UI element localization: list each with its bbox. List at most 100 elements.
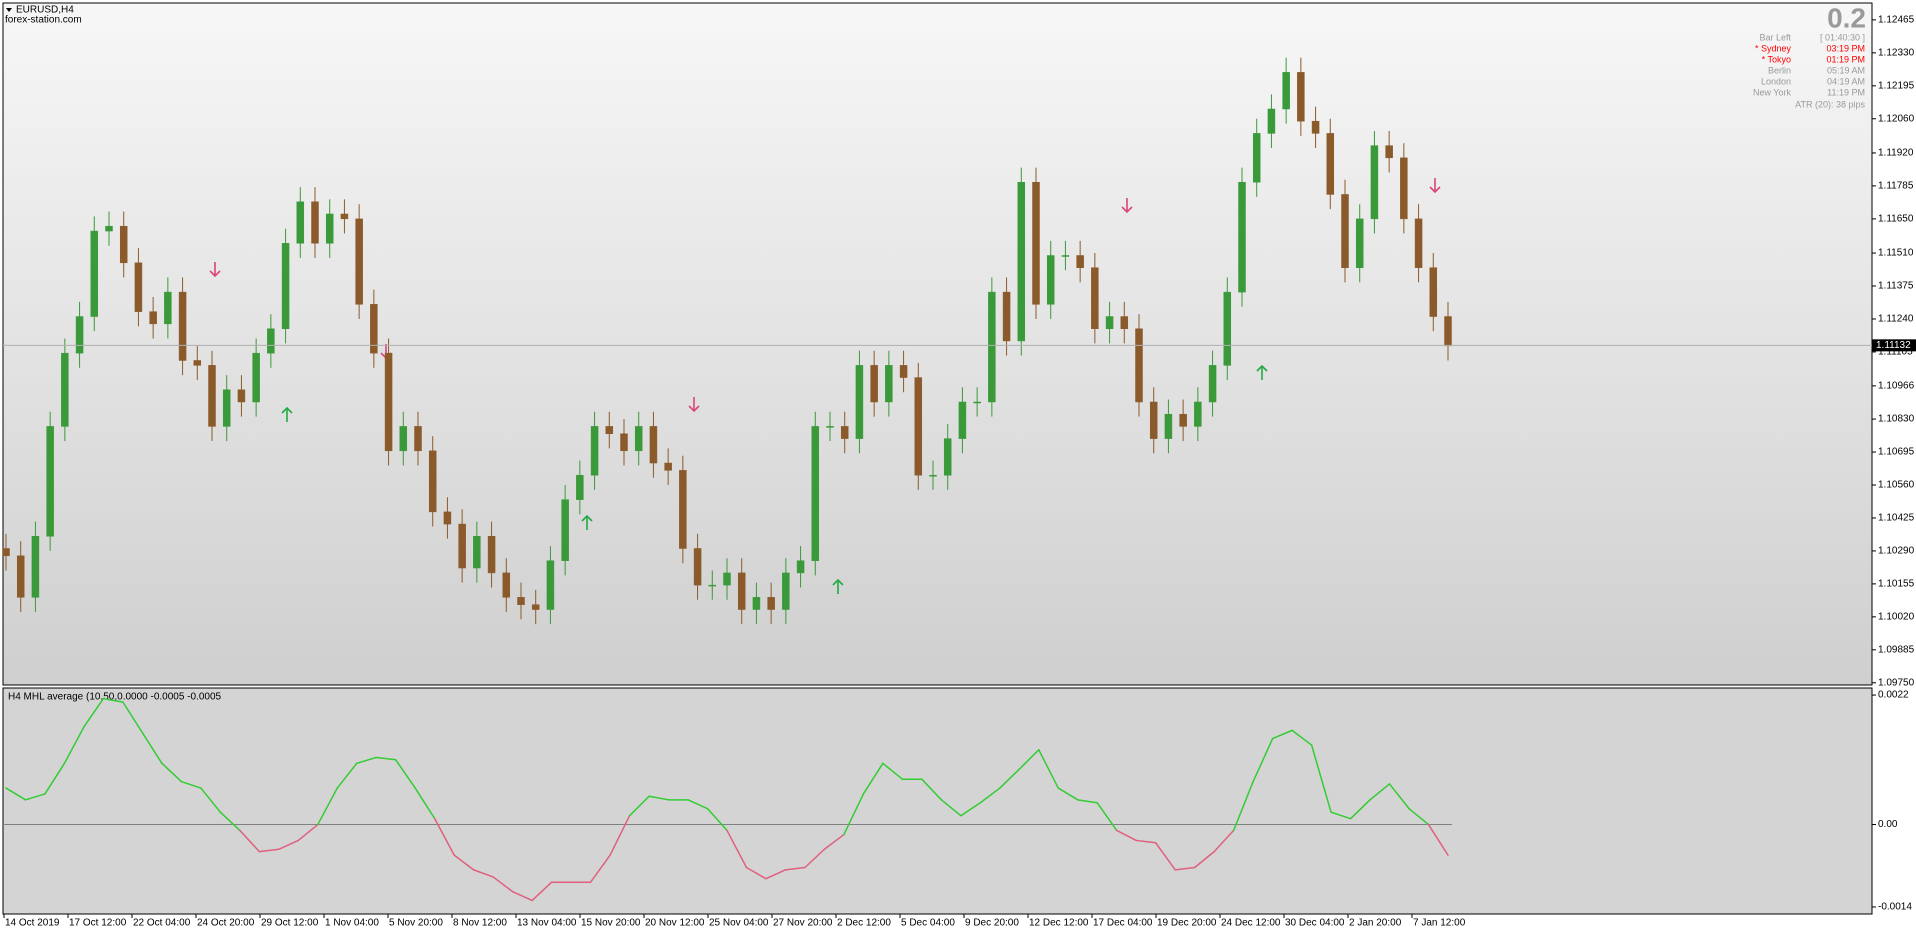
candle-body: [1091, 267, 1099, 329]
candle-body: [1429, 267, 1438, 317]
candle-body: [708, 584, 717, 587]
candle-body: [149, 311, 157, 325]
candle-body: [325, 213, 334, 244]
x-tick-label: 22 Oct 04:00: [133, 918, 191, 929]
oscillator-segment: [1115, 829, 1137, 842]
info-label: London: [1761, 76, 1791, 86]
y-tick-label: 1.09885: [1878, 644, 1915, 655]
oscillator-segment: [102, 697, 124, 703]
main-panel: [2, 2, 1873, 686]
candle-body: [193, 360, 202, 366]
y-tick-label: 0.0022: [1878, 690, 1909, 701]
y-tick-label: -0.0014: [1878, 902, 1912, 913]
candle-body: [1149, 401, 1158, 439]
candle-body: [723, 572, 731, 586]
buy-arrow: [832, 578, 844, 594]
info-value: 03:19 PM: [1826, 43, 1865, 53]
candle-body: [855, 365, 864, 439]
candle-body: [90, 230, 99, 317]
candle-body: [502, 572, 511, 598]
x-tick-label: 14 Oct 2019: [5, 918, 60, 929]
oscillator-segment: [1193, 850, 1215, 869]
candle-body: [1046, 255, 1055, 305]
oscillator-segment: [628, 795, 650, 817]
oscillator-segment: [1174, 866, 1196, 871]
oscillator-segment: [687, 799, 709, 810]
x-tick-label: 13 Nov 04:00: [517, 918, 577, 929]
last-price-box: [1872, 339, 1916, 352]
oscillator-segment: [882, 762, 904, 780]
x-tick-label: 25 Nov 04:00: [709, 918, 769, 929]
oscillator-segment: [960, 802, 982, 817]
oscillator-segment: [999, 768, 1021, 789]
candle-body: [605, 426, 614, 434]
candle-body: [296, 201, 305, 244]
candle-body: [1414, 218, 1423, 268]
y-tick-label: 1.12330: [1878, 47, 1915, 58]
x-tick-label: 9 Dec 20:00: [965, 918, 1019, 929]
candle-body: [1385, 145, 1393, 159]
candle-body: [929, 474, 937, 477]
x-tick-label: 17 Dec 04:00: [1093, 918, 1153, 929]
info-value: 05:19 AM: [1827, 65, 1865, 75]
candle-body: [811, 426, 820, 561]
oscillator-segment: [1349, 799, 1371, 820]
candles: [2, 57, 1452, 625]
candle-body: [1267, 108, 1276, 134]
oscillator-segment: [1291, 729, 1313, 746]
candle-body: [370, 304, 378, 354]
candle-body: [590, 426, 599, 476]
x-tick-label: 24 Oct 20:00: [197, 918, 255, 929]
oscillator-segment: [83, 697, 105, 728]
oscillator-segment: [63, 726, 85, 765]
candle-body: [1400, 157, 1408, 220]
candle-body: [988, 291, 996, 403]
x-tick-label: 15 Nov 20:00: [581, 918, 641, 929]
oscillator-segment: [862, 762, 884, 795]
candle-body: [473, 536, 481, 569]
candle-body: [1444, 316, 1452, 347]
candle-body: [1105, 316, 1114, 329]
x-tick-label: 7 Jan 12:00: [1413, 918, 1466, 929]
y-tick-label: 1.11240: [1878, 314, 1914, 325]
candle-body: [311, 201, 319, 244]
candle-body: [1017, 181, 1026, 342]
oscillator-segment: [356, 756, 377, 765]
candle-body: [237, 389, 246, 403]
candle-body: [267, 328, 275, 354]
candle-body: [1032, 181, 1040, 305]
candle-body: [943, 438, 952, 476]
y-tick-label: 1.12465: [1878, 15, 1915, 26]
info-label: * Sydney: [1755, 43, 1792, 53]
candle-body: [1120, 316, 1129, 329]
oscillator-segment: [161, 762, 183, 783]
x-tick-label: 5 Dec 04:00: [901, 918, 955, 929]
candle-body: [914, 377, 923, 476]
candle-body: [958, 401, 967, 439]
oscillator-segment: [141, 731, 163, 765]
candle-body: [2, 548, 10, 557]
candle-body: [649, 426, 658, 464]
candle-body: [782, 572, 790, 610]
candle-body: [531, 604, 540, 610]
oscillator-segment: [1077, 799, 1098, 804]
candle-body: [899, 365, 908, 378]
info-headline: 0.2: [1827, 2, 1866, 33]
oscillator-segment: [823, 833, 845, 851]
oscillator-segment: [1154, 842, 1176, 871]
candle-body: [1076, 255, 1084, 268]
oscillator-segment: [336, 762, 358, 789]
oscillator-segment: [1213, 829, 1235, 853]
x-tick-label: 2 Dec 12:00: [837, 918, 891, 929]
candle-body: [46, 426, 54, 537]
y-tick-label: 1.11510: [1878, 248, 1914, 259]
buy-arrow: [581, 514, 593, 530]
candle-body: [61, 352, 69, 427]
menu-triangle[interactable]: [6, 8, 12, 12]
candle-body: [75, 316, 84, 354]
candle-body: [546, 560, 555, 610]
candle-body: [1252, 133, 1261, 183]
oscillator-segment: [609, 814, 631, 856]
oscillator-segment: [726, 829, 748, 869]
